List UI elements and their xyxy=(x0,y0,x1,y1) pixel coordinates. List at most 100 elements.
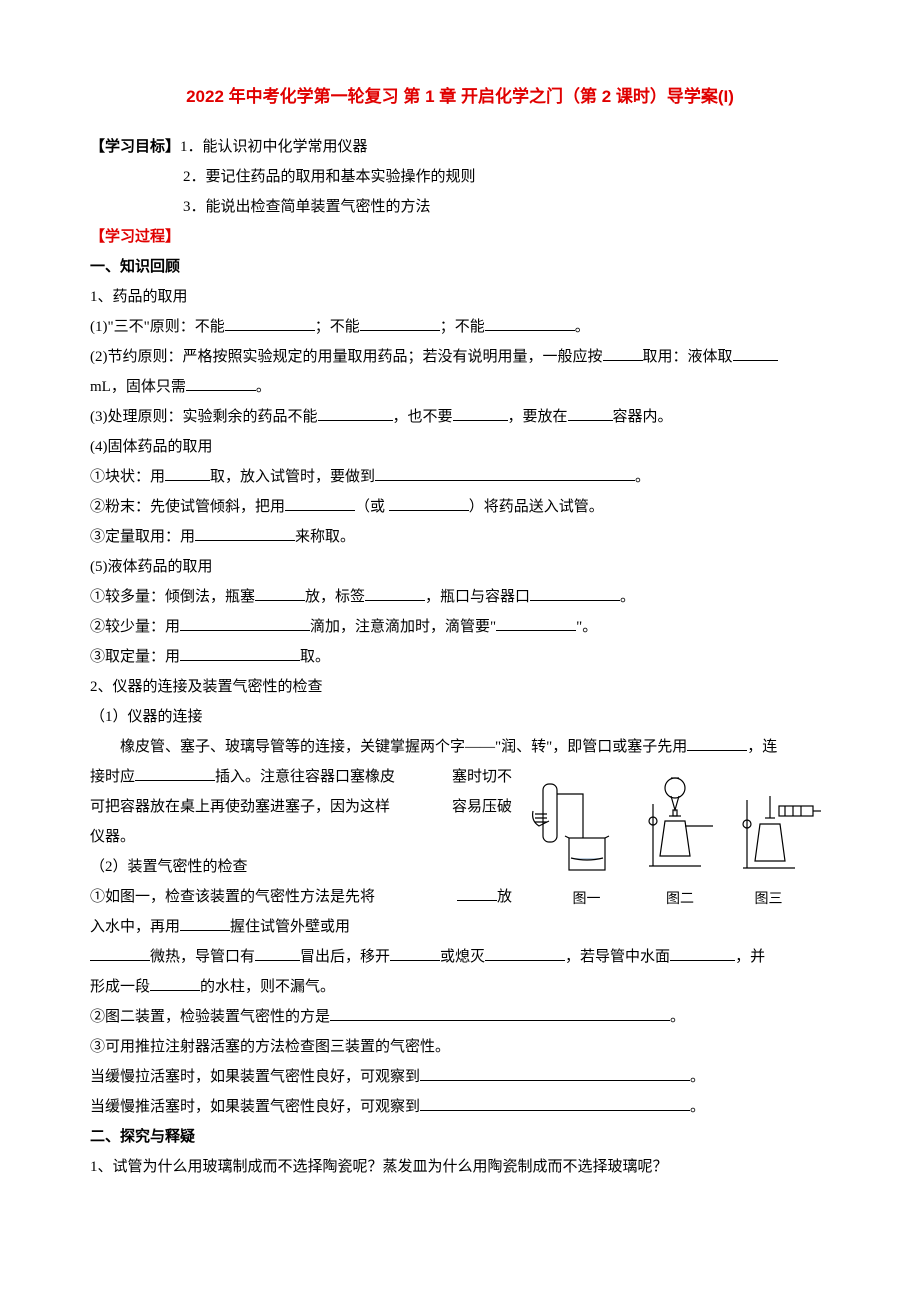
text: ②较少量：用 xyxy=(90,619,180,635)
sec1-title: 一、知识回顾 xyxy=(90,252,830,282)
blank xyxy=(389,496,469,511)
figure-labels: 图一 图二 图三 xyxy=(520,886,830,914)
text: ③定量取用：用 xyxy=(90,529,195,545)
blank xyxy=(90,946,150,961)
text: 当缓慢拉活塞时，如果装置气密性良好，可观察到 xyxy=(90,1069,420,1085)
process-label: 【学习过程】 xyxy=(90,222,830,252)
goal-1: 1．能认识初中化学常用仪器 xyxy=(180,139,368,155)
sec2-q1: 1、试管为什么用玻璃制成而不选择陶瓷呢？蒸发皿为什么用陶瓷制成而不选择玻璃呢？ xyxy=(90,1152,830,1182)
text: 。 xyxy=(256,379,271,395)
text: "。 xyxy=(576,619,597,635)
blank xyxy=(485,946,565,961)
text: 。 xyxy=(635,469,650,485)
goal-3: 3．能说出检查简单装置气密性的方法 xyxy=(90,192,830,222)
blank xyxy=(365,586,425,601)
text: ；不能 xyxy=(315,319,360,335)
text: ；不能 xyxy=(440,319,485,335)
line-1-5: (4)固体药品的取用 xyxy=(90,432,830,462)
text: 容器内。 xyxy=(613,409,673,425)
blank xyxy=(180,616,310,631)
line-2-11: ②图二装置，检验装置气密性的方是 。 xyxy=(90,1002,830,1032)
blank xyxy=(360,316,440,331)
blank xyxy=(453,406,508,421)
text: (1)"三不"原则：不能 xyxy=(90,319,225,335)
text: 插入。注意往容器口塞橡皮 xyxy=(215,769,395,785)
text: 放 xyxy=(497,889,512,905)
text: 。 xyxy=(575,319,590,335)
blank xyxy=(457,886,497,901)
text: 或熄灭 xyxy=(440,949,485,965)
text: （或 xyxy=(355,499,389,515)
item2-label: 2、仪器的连接及装置气密性的检查 xyxy=(90,672,830,702)
line-1-8: ③定量取用：用 来称取。 xyxy=(90,522,830,552)
blank xyxy=(670,946,735,961)
blank xyxy=(390,946,440,961)
text-right: 塞时切不 xyxy=(452,762,512,792)
item1-label: 1、药品的取用 xyxy=(90,282,830,312)
text: ①较多量：倾倒法，瓶塞 xyxy=(90,589,255,605)
text: ，若导管中水面 xyxy=(565,949,670,965)
text: ②图二装置，检验装置气密性的方是 xyxy=(90,1009,330,1025)
blank xyxy=(255,586,305,601)
text: mL，固体只需 xyxy=(90,379,186,395)
text: 。 xyxy=(690,1099,705,1115)
line-2-8: 入水中，再用握住试管外壁或用 xyxy=(90,912,830,942)
blank xyxy=(255,946,300,961)
line-1-7: ②粉末：先使试管倾斜，把用（或 ）将药品送入试管。 xyxy=(90,492,830,522)
text: 取，放入试管时，要做到 xyxy=(210,469,375,485)
line-2-2: 橡皮管、塞子、玻璃导管等的连接，关键掌握两个字——"润、转"，即管口或塞子先用 ，… xyxy=(90,732,830,762)
page-title: 2022 年中考化学第一轮复习 第 1 章 开启化学之门（第 2 课时）导学案(… xyxy=(90,80,830,114)
text: 形成一段 xyxy=(90,979,150,995)
line-2-1: （1）仪器的连接 xyxy=(90,702,830,732)
blank xyxy=(687,736,747,751)
apparatus-svg xyxy=(525,766,825,886)
sec2-title: 二、探究与释疑 xyxy=(90,1122,830,1152)
text: 滴加，注意滴加时，滴管要" xyxy=(310,619,496,635)
text: 。 xyxy=(620,589,635,605)
text: 来称取。 xyxy=(295,529,355,545)
blank xyxy=(733,346,778,361)
blank xyxy=(165,466,210,481)
blank xyxy=(285,496,355,511)
text: (2)节约原则：严格按照实验规定的用量取用药品；若没有说明用量，一般应按 xyxy=(90,349,603,365)
text: 握住试管外壁或用 xyxy=(230,919,350,935)
blank xyxy=(420,1096,690,1111)
line-1-1: (1)"三不"原则：不能 ；不能 ；不能 。 xyxy=(90,312,830,342)
blank xyxy=(375,466,635,481)
blank xyxy=(496,616,576,631)
text-right: 容易压破 xyxy=(452,792,512,822)
blank xyxy=(318,406,393,421)
text: 放，标签 xyxy=(305,589,365,605)
text: 可把容器放在桌上再使劲塞进塞子，因为这样 xyxy=(90,799,390,815)
text: 。 xyxy=(670,1009,685,1025)
text: 当缓慢推活塞时，如果装置气密性良好，可观察到 xyxy=(90,1099,420,1115)
text: 微热，导管口有 xyxy=(150,949,255,965)
blank xyxy=(180,916,230,931)
line-1-11: ②较少量：用 滴加，注意滴加时，滴管要" "。 xyxy=(90,612,830,642)
line-2-10: 形成一段 的水柱，则不漏气。 xyxy=(90,972,830,1002)
text: 取用：液体取 xyxy=(643,349,733,365)
line-2-14: 当缓慢推活塞时，如果装置气密性良好，可观察到 。 xyxy=(90,1092,830,1122)
text: ，要放在 xyxy=(508,409,568,425)
line-1-6: ①块状：用取，放入试管时，要做到。 xyxy=(90,462,830,492)
text: ②粉末：先使试管倾斜，把用 xyxy=(90,499,285,515)
text: ，瓶口与容器口 xyxy=(425,589,530,605)
blank xyxy=(135,766,215,781)
goal-2: 2．要记住药品的取用和基本实验操作的规则 xyxy=(90,162,830,192)
text: 冒出后，移开 xyxy=(300,949,390,965)
blank xyxy=(530,586,620,601)
blank xyxy=(225,316,315,331)
blank xyxy=(485,316,575,331)
text: ，也不要 xyxy=(393,409,453,425)
line-1-12: ③取定量：用取。 xyxy=(90,642,830,672)
fig-label-2: 图二 xyxy=(635,886,725,914)
text: 橡皮管、塞子、玻璃导管等的连接，关键掌握两个字——"润、转"，即管口或塞子先用 xyxy=(90,739,687,755)
line-1-2: (2)节约原则：严格按照实验规定的用量取用药品；若没有说明用量，一般应按 取用：液… xyxy=(90,342,830,372)
text: 的水柱，则不漏气。 xyxy=(200,979,335,995)
blank xyxy=(150,976,200,991)
line-1-10: ①较多量：倾倒法，瓶塞 放，标签 ，瓶口与容器口 。 xyxy=(90,582,830,612)
text: ，连 xyxy=(747,739,777,755)
text: 取。 xyxy=(300,649,330,665)
apparatus-figure: 图一 图二 图三 xyxy=(520,766,830,914)
text: ①如图一，检查该装置的气密性方法是先将 xyxy=(90,889,375,905)
